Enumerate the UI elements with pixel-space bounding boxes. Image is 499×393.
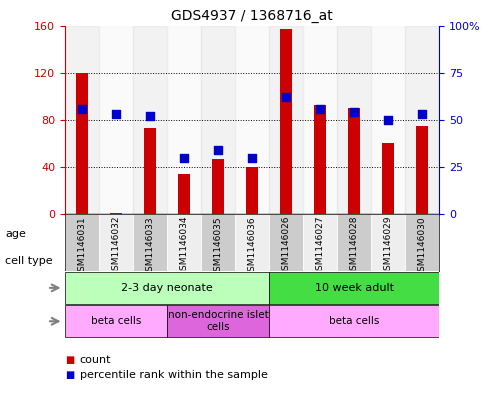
Bar — [269, 26, 303, 214]
Bar — [110, 213, 122, 214]
Bar — [337, 214, 371, 271]
Text: ■: ■ — [65, 370, 74, 380]
Text: 10 week adult: 10 week adult — [314, 283, 394, 293]
Text: GSM1146029: GSM1146029 — [384, 216, 393, 276]
Bar — [144, 128, 156, 214]
Point — [418, 111, 426, 118]
Point — [78, 105, 86, 112]
Bar — [337, 26, 371, 214]
Text: percentile rank within the sample: percentile rank within the sample — [80, 370, 268, 380]
Bar — [371, 26, 405, 214]
Point — [248, 154, 256, 161]
Point — [180, 154, 188, 161]
Text: ■: ■ — [65, 354, 74, 365]
Bar — [65, 214, 99, 271]
Bar — [65, 214, 99, 271]
Bar — [269, 214, 303, 271]
Text: GSM1146034: GSM1146034 — [180, 216, 189, 276]
Bar — [280, 29, 292, 214]
Bar — [303, 26, 337, 214]
Text: GSM1146036: GSM1146036 — [248, 216, 256, 277]
Bar — [235, 214, 269, 271]
Bar — [99, 214, 133, 271]
Bar — [167, 305, 269, 337]
Bar — [303, 214, 337, 271]
Bar — [167, 214, 201, 271]
Bar — [133, 26, 167, 214]
Bar — [371, 214, 405, 271]
Point — [282, 94, 290, 100]
Bar — [405, 26, 439, 214]
Text: GSM1146030: GSM1146030 — [418, 216, 427, 277]
Bar — [235, 26, 269, 214]
Text: non-endocrine islet
cells: non-endocrine islet cells — [168, 310, 268, 332]
Bar — [269, 305, 439, 337]
Text: GSM1146028: GSM1146028 — [350, 216, 359, 276]
Text: beta cells: beta cells — [329, 316, 379, 326]
Bar — [167, 214, 201, 271]
Bar — [337, 214, 371, 271]
Text: GSM1146035: GSM1146035 — [214, 216, 223, 277]
Bar — [416, 126, 428, 214]
Point — [214, 147, 222, 153]
Bar — [201, 26, 235, 214]
Text: GSM1146031: GSM1146031 — [77, 216, 86, 277]
Text: GSM1146027: GSM1146027 — [315, 216, 324, 276]
Text: GSM1146032: GSM1146032 — [111, 216, 120, 276]
Bar — [235, 214, 269, 271]
Point — [146, 113, 154, 119]
Bar — [269, 272, 439, 304]
Title: GDS4937 / 1368716_at: GDS4937 / 1368716_at — [171, 9, 333, 23]
Bar — [405, 214, 439, 271]
Point — [112, 111, 120, 118]
Bar — [201, 214, 235, 271]
Bar — [133, 214, 167, 271]
Bar — [303, 214, 337, 271]
Text: cell type: cell type — [5, 256, 52, 266]
Bar — [212, 159, 224, 214]
Bar — [348, 108, 360, 214]
Bar — [99, 214, 133, 271]
Bar — [246, 167, 258, 214]
Bar — [382, 143, 394, 214]
Point — [384, 117, 392, 123]
Bar — [314, 105, 326, 214]
Text: age: age — [5, 229, 26, 239]
Text: GSM1146033: GSM1146033 — [145, 216, 154, 277]
Bar — [167, 26, 201, 214]
Text: count: count — [80, 354, 111, 365]
Bar — [99, 26, 133, 214]
Bar — [269, 214, 303, 271]
Bar — [65, 305, 167, 337]
Bar — [371, 214, 405, 271]
Bar — [133, 214, 167, 271]
Bar — [201, 214, 235, 271]
Point — [350, 109, 358, 116]
Text: beta cells: beta cells — [91, 316, 141, 326]
Bar — [65, 26, 99, 214]
Point — [316, 105, 324, 112]
Text: GSM1146026: GSM1146026 — [281, 216, 290, 276]
Bar — [65, 272, 269, 304]
Bar — [76, 73, 88, 214]
Text: 2-3 day neonate: 2-3 day neonate — [121, 283, 213, 293]
Bar — [405, 214, 439, 271]
Bar — [178, 174, 190, 214]
